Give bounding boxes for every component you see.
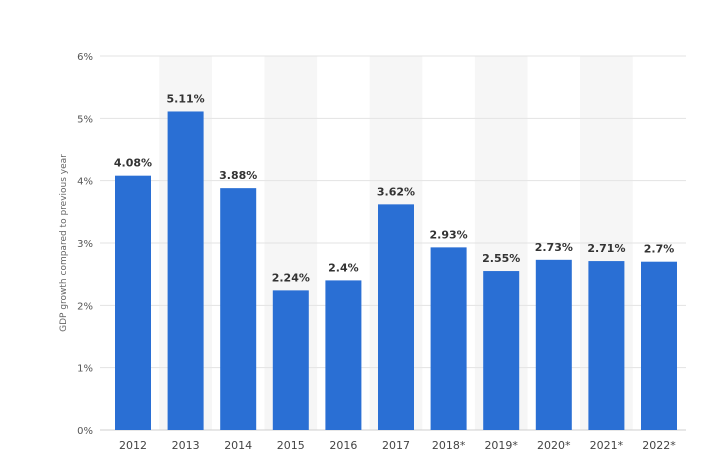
x-tick-label: 2016	[329, 439, 357, 452]
data-label: 2.71%	[587, 242, 625, 255]
data-label: 2.55%	[482, 252, 520, 265]
bar	[325, 280, 362, 430]
y-tick-label: 5%	[77, 114, 93, 125]
x-tick-label: 2014	[224, 439, 252, 452]
bar	[641, 261, 677, 430]
bar	[378, 204, 414, 430]
y-tick-label: 6%	[77, 52, 93, 63]
data-labels: 4.08% 5.11% 3.88% 2.24% 2.4% 3.62% 2.93% 2.55% 2…	[114, 92, 674, 284]
data-label: 5.11%	[167, 92, 205, 105]
bar	[588, 261, 625, 430]
bars	[115, 111, 677, 430]
bar	[535, 259, 572, 430]
x-tick-label: 2012	[119, 439, 147, 452]
y-tick-label: 3%	[77, 239, 93, 250]
data-label: 2.24%	[272, 271, 310, 284]
x-tick-label: 2017	[382, 439, 410, 452]
y-tick-label: 0%	[77, 426, 93, 437]
x-tick-label: 2018*	[432, 439, 466, 452]
y-axis-ticks: 0% 1% 2% 3% 4% 5% 6%	[77, 52, 93, 437]
data-label: 3.88%	[219, 169, 257, 182]
bar	[430, 247, 467, 430]
data-label: 2.93%	[430, 228, 468, 241]
bar	[115, 175, 151, 430]
y-axis-title: GDP growth compared to previous year	[59, 154, 69, 332]
data-label: 2.73%	[535, 241, 573, 254]
x-tick-label: 2013	[172, 439, 200, 452]
data-label: 2.7%	[644, 243, 675, 256]
x-tick-label: 2021*	[590, 439, 624, 452]
x-tick-label: 2015	[277, 439, 305, 452]
data-label: 4.08%	[114, 157, 152, 170]
data-label: 3.62%	[377, 185, 415, 198]
x-axis-ticks: 2012 2013 2014 2015 2016 2017 2018* 2019* 2020* 2…	[119, 439, 676, 452]
data-label: 2.4%	[328, 261, 359, 274]
x-tick-label: 2020*	[537, 439, 571, 452]
x-tick-label: 2022*	[642, 439, 676, 452]
y-tick-label: 4%	[77, 177, 93, 188]
bar	[483, 271, 520, 430]
bar	[220, 188, 257, 430]
y-tick-label: 2%	[77, 301, 93, 312]
bar	[272, 290, 309, 430]
y-tick-label: 1%	[77, 364, 93, 375]
bar	[167, 111, 204, 430]
x-tick-label: 2019*	[484, 439, 518, 452]
